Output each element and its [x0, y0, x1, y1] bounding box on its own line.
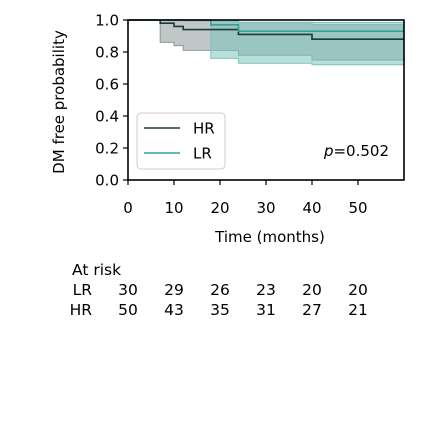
legend-label-hr: HR: [193, 120, 215, 138]
x-axis-label: Time (months): [214, 228, 325, 246]
legend-label-lr: LR: [193, 145, 212, 163]
risk-cell: 27: [302, 301, 322, 319]
risk-cell: 30: [118, 281, 138, 299]
y-axis-ticks: 0.0 0.2 0.4 0.6 0.8 1.0: [95, 12, 128, 190]
confidence-bands: [128, 19, 405, 66]
survival-line-hr: [128, 19, 404, 40]
km-chart: 0 10 20 30 40 50 0.0 0.2 0.4 0.6 0.8 1.0 Time (mon…: [50, 12, 405, 246]
risk-row-label: LR: [72, 281, 92, 299]
y-tick-label: 0.2: [95, 140, 119, 158]
risk-cell: 26: [210, 281, 230, 299]
x-tick-label: 40: [302, 199, 321, 217]
x-axis-ticks: 0 10 20 30 40 50: [123, 180, 368, 217]
y-tick-label: 0.8: [95, 44, 119, 62]
risk-cell: 21: [348, 301, 368, 319]
risk-row-label: HR: [69, 301, 92, 319]
y-tick-label: 1.0: [95, 12, 119, 30]
risk-cell: 23: [256, 281, 276, 299]
y-tick-label: 0.4: [95, 108, 119, 126]
risk-cell: 43: [164, 301, 184, 319]
risk-cell: 20: [302, 281, 322, 299]
at-risk-title: At risk: [72, 261, 122, 279]
x-tick-label: 10: [164, 199, 183, 217]
x-tick-label: 50: [348, 199, 367, 217]
y-tick-label: 0.0: [95, 172, 119, 190]
x-tick-label: 0: [123, 199, 133, 217]
risk-cell: 50: [118, 301, 138, 319]
y-axis-label: DM free probability: [50, 30, 68, 174]
risk-row-lr: LR 30 29 26 23 20 20: [58, 280, 378, 300]
legend-box: [136, 112, 226, 170]
y-tick-label: 0.6: [95, 76, 119, 94]
risk-row-hr: HR 50 43 35 31 27 21: [58, 300, 378, 320]
risk-cell: 29: [164, 281, 184, 299]
risk-cell: 35: [210, 301, 230, 319]
legend: HR LR: [136, 112, 226, 170]
p-value-annotation: p=0.502: [323, 142, 389, 160]
x-tick-label: 20: [210, 199, 229, 217]
risk-cell: 31: [256, 301, 276, 319]
risk-cell: 20: [348, 281, 368, 299]
x-tick-label: 30: [256, 199, 275, 217]
